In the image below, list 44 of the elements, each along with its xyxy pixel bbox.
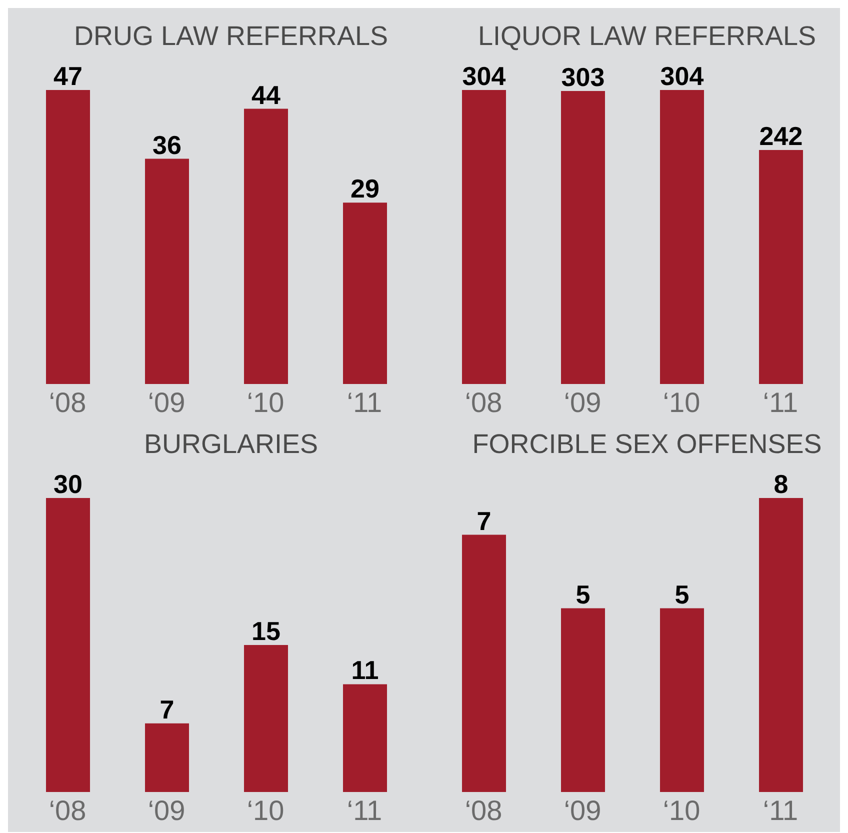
data-label: 29: [350, 174, 380, 204]
data-label: 36: [152, 130, 182, 160]
x-tick-label: ‘09: [564, 794, 602, 826]
bar: [46, 90, 90, 384]
chart-title: DRUG LAW REFERRALS: [72, 20, 390, 53]
data-label: 5: [576, 579, 590, 610]
x-tick-label: ‘11: [762, 794, 798, 826]
x-tick-label: ‘09: [148, 794, 186, 826]
x-tick-label: ‘08: [464, 386, 502, 418]
data-label: 47: [54, 61, 82, 91]
bar: [244, 108, 288, 384]
data-label: 11: [351, 655, 379, 686]
x-tick-label: ‘11: [346, 794, 382, 826]
bar: [244, 645, 288, 792]
x-tick-label: ‘10: [662, 386, 700, 418]
x-tick-label: ‘11: [346, 386, 382, 418]
x-tick-label: ‘10: [246, 386, 284, 418]
x-tick-label: ‘08: [48, 794, 86, 826]
bar: [343, 684, 387, 792]
data-label: 304: [660, 61, 704, 91]
data-label: 5: [674, 579, 690, 610]
chart-title: LIQUOR LAW REFERRALS: [476, 20, 818, 53]
x-tick-label: ‘08: [48, 386, 86, 418]
x-tick-label: ‘10: [662, 794, 700, 826]
data-label: 7: [476, 506, 492, 536]
x-tick-label: ‘09: [148, 386, 186, 418]
x-tick-label: ‘08: [464, 794, 502, 826]
data-label: 303: [561, 62, 605, 92]
data-label: 7: [160, 694, 174, 724]
bar: [145, 723, 189, 792]
bar: [343, 202, 387, 384]
bar: [145, 158, 189, 384]
x-tick-label: ‘10: [246, 794, 284, 826]
data-label: 44: [252, 80, 281, 110]
data-label: 304: [462, 61, 506, 91]
x-tick-label: ‘11: [762, 386, 798, 418]
chart-title: BURGLARIES: [142, 428, 320, 461]
bar: [46, 498, 90, 792]
data-label: 15: [252, 616, 280, 646]
data-label: 30: [54, 469, 82, 499]
x-tick-label: ‘09: [564, 386, 602, 418]
data-label: 242: [759, 120, 803, 151]
chart-title: FORCIBLE SEX OFFENSES: [471, 428, 823, 461]
data-label: 8: [774, 469, 788, 499]
